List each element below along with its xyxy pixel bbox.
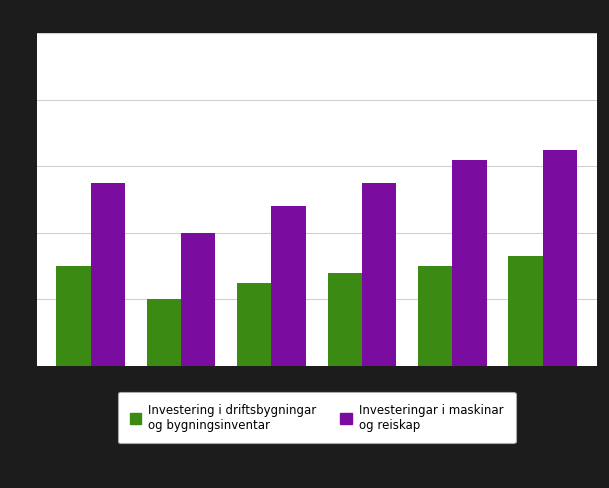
Bar (418, 266, 452, 366)
Bar (362, 183, 396, 366)
Bar (237, 283, 272, 366)
Bar (272, 207, 306, 366)
Bar (147, 300, 181, 366)
Bar (91, 183, 125, 366)
Bar (181, 233, 216, 366)
Legend: Investering i driftsbygningar
og bygningsinventar, Investeringar i maskinar
og r: Investering i driftsbygningar og bygning… (118, 392, 516, 443)
Bar (509, 257, 543, 366)
Bar (543, 150, 577, 366)
Bar (452, 160, 487, 366)
Bar (57, 266, 91, 366)
Bar (328, 273, 362, 366)
